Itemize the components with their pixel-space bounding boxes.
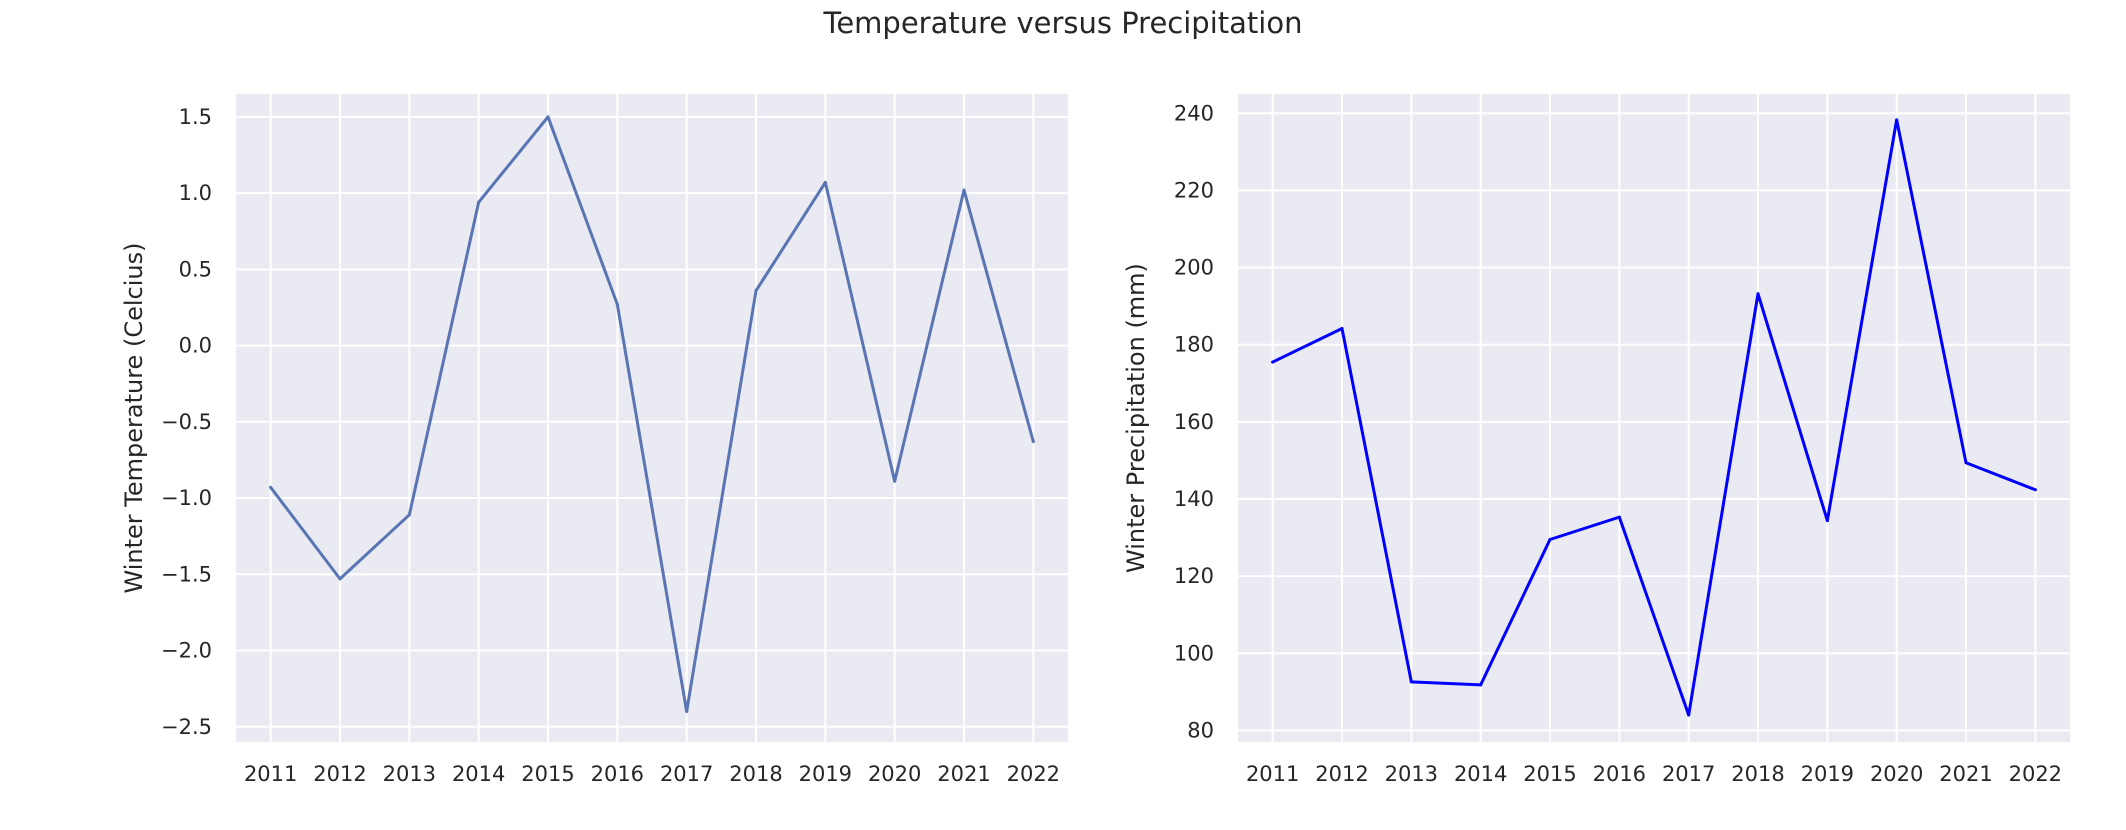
y-tick-label: 120 bbox=[1174, 564, 1214, 588]
data-point bbox=[1340, 327, 1344, 331]
precipitation-plot-area bbox=[1238, 94, 2070, 742]
data-point bbox=[1895, 118, 1899, 122]
y-tick-label: 1.0 bbox=[179, 181, 212, 205]
y-tick-label: 80 bbox=[1187, 718, 1214, 742]
y-tick-label: 100 bbox=[1174, 641, 1214, 665]
data-point bbox=[962, 188, 966, 192]
x-tick-label: 2021 bbox=[937, 762, 990, 786]
y-tick-label: 220 bbox=[1174, 178, 1214, 202]
x-tick-label: 2014 bbox=[1454, 762, 1507, 786]
x-tick-label: 2021 bbox=[1939, 762, 1992, 786]
data-point bbox=[1687, 713, 1691, 717]
y-tick-label: 160 bbox=[1174, 410, 1214, 434]
x-tick-label: 2022 bbox=[2009, 762, 2062, 786]
winter-precipitation-line bbox=[1271, 118, 2037, 717]
data-point bbox=[1031, 440, 1035, 444]
y-tick-label: −2.5 bbox=[161, 715, 212, 739]
x-tick-label: 2015 bbox=[521, 762, 574, 786]
data-point bbox=[823, 180, 827, 184]
y-tick-label: 0.0 bbox=[179, 334, 212, 358]
y-axis-label: Winter Precipitation (mm) bbox=[1122, 263, 1150, 573]
figure-title: Temperature versus Precipitation bbox=[823, 6, 1303, 40]
y-tick-label: 200 bbox=[1174, 256, 1214, 280]
x-tick-label: 2018 bbox=[1731, 762, 1784, 786]
data-point bbox=[615, 302, 619, 306]
x-tick-label: 2016 bbox=[1593, 762, 1646, 786]
data-point bbox=[1271, 360, 1275, 364]
y-tick-label: −1.5 bbox=[161, 562, 212, 586]
temperature-chart: 2011 2012 2013 2014 2015 2016 2017 2018 2019 2020… bbox=[120, 94, 1068, 786]
x-tick-label: 2012 bbox=[1315, 762, 1368, 786]
x-tick-label: 2020 bbox=[868, 762, 921, 786]
data-point bbox=[1825, 519, 1829, 523]
data-point bbox=[269, 485, 273, 489]
y-tick-label: 240 bbox=[1174, 101, 1214, 125]
x-tick-label: 2012 bbox=[313, 762, 366, 786]
x-tick-label: 2015 bbox=[1523, 762, 1576, 786]
x-tick-label: 2017 bbox=[1662, 762, 1715, 786]
data-point bbox=[685, 710, 689, 714]
data-point bbox=[1409, 680, 1413, 684]
y-tick-label: −0.5 bbox=[161, 410, 212, 434]
y-tick-label: −2.0 bbox=[161, 639, 212, 663]
y-tick-label: −1.0 bbox=[161, 486, 212, 510]
winter-temperature-line bbox=[269, 115, 1035, 714]
data-point bbox=[338, 577, 342, 581]
data-point bbox=[1964, 461, 1968, 465]
data-point bbox=[1617, 515, 1621, 519]
data-point bbox=[893, 479, 897, 483]
data-point bbox=[754, 289, 758, 293]
x-tick-label: 2016 bbox=[591, 762, 644, 786]
x-tick-label: 2018 bbox=[729, 762, 782, 786]
x-tick-label: 2017 bbox=[660, 762, 713, 786]
data-point bbox=[1479, 683, 1483, 687]
x-tick-label: 2014 bbox=[452, 762, 505, 786]
x-tick-label: 2013 bbox=[1385, 762, 1438, 786]
temperature-plot-area bbox=[236, 94, 1068, 742]
y-tick-label: 0.5 bbox=[179, 257, 212, 281]
x-tick-label: 2022 bbox=[1007, 762, 1060, 786]
data-point bbox=[2033, 488, 2037, 492]
y-tick-label: 140 bbox=[1174, 487, 1214, 511]
y-tick-label: 180 bbox=[1174, 333, 1214, 357]
x-tick-label: 2011 bbox=[244, 762, 297, 786]
x-tick-label: 2019 bbox=[1801, 762, 1854, 786]
x-tick-label: 2020 bbox=[1870, 762, 1923, 786]
x-tick-label: 2019 bbox=[799, 762, 852, 786]
x-tick-label: 2011 bbox=[1246, 762, 1299, 786]
data-point bbox=[477, 200, 481, 204]
data-point bbox=[1756, 292, 1760, 296]
data-point bbox=[546, 115, 550, 119]
data-point bbox=[1548, 538, 1552, 541]
y-axis-label: Winter Temperature (Celcius) bbox=[120, 243, 148, 594]
y-tick-label: 1.5 bbox=[179, 105, 212, 129]
data-point bbox=[407, 513, 411, 517]
x-tick-label: 2013 bbox=[383, 762, 436, 786]
precipitation-chart: 2011 2012 2013 2014 2015 2016 2017 2018 2019 2020… bbox=[1122, 94, 2070, 786]
